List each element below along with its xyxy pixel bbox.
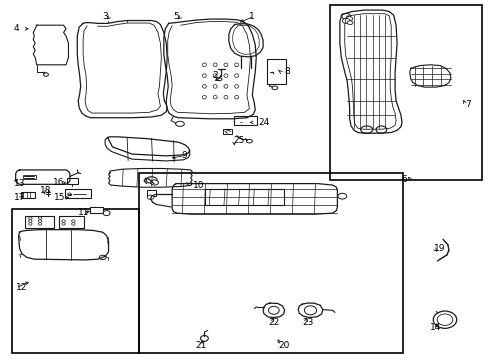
Ellipse shape: [224, 74, 227, 77]
Ellipse shape: [337, 193, 346, 199]
Bar: [23, 175, 36, 179]
Bar: [20, 192, 35, 198]
Text: 9: 9: [181, 151, 186, 160]
Ellipse shape: [345, 17, 352, 21]
Ellipse shape: [234, 85, 238, 88]
Ellipse shape: [38, 220, 42, 222]
Text: 21: 21: [195, 341, 206, 350]
Ellipse shape: [71, 220, 75, 222]
Ellipse shape: [202, 85, 206, 88]
Ellipse shape: [432, 311, 456, 328]
Bar: [329, 5, 481, 180]
Text: 2: 2: [212, 71, 218, 80]
Ellipse shape: [213, 95, 217, 99]
Ellipse shape: [304, 306, 316, 315]
Ellipse shape: [61, 220, 65, 222]
Text: 1: 1: [249, 12, 255, 21]
Text: 15: 15: [54, 194, 65, 202]
Ellipse shape: [342, 18, 349, 23]
Text: 3: 3: [102, 12, 108, 21]
Bar: [205, 189, 283, 205]
Ellipse shape: [175, 121, 184, 126]
Bar: [233, 116, 257, 125]
Ellipse shape: [213, 85, 217, 88]
Text: 8: 8: [284, 68, 290, 77]
Ellipse shape: [268, 306, 279, 314]
Text: 18: 18: [40, 186, 52, 195]
Ellipse shape: [38, 222, 42, 225]
Ellipse shape: [28, 220, 32, 222]
Bar: [64, 189, 91, 198]
Ellipse shape: [150, 180, 158, 185]
Text: 22: 22: [267, 318, 279, 327]
Text: 24: 24: [258, 118, 269, 127]
Ellipse shape: [271, 86, 277, 90]
Text: 10: 10: [193, 181, 204, 190]
Text: 25: 25: [233, 136, 244, 145]
Ellipse shape: [234, 95, 238, 99]
Ellipse shape: [360, 126, 372, 133]
Ellipse shape: [146, 177, 157, 183]
Ellipse shape: [224, 63, 227, 67]
Text: 4: 4: [14, 24, 20, 33]
Ellipse shape: [202, 63, 206, 67]
Ellipse shape: [202, 95, 206, 99]
Ellipse shape: [103, 211, 110, 216]
Ellipse shape: [246, 139, 252, 143]
Bar: [223, 129, 231, 134]
Ellipse shape: [71, 222, 75, 225]
Bar: [90, 207, 102, 213]
Text: 6: 6: [400, 175, 406, 184]
Ellipse shape: [375, 126, 386, 133]
Ellipse shape: [28, 222, 32, 225]
Bar: [12, 209, 139, 353]
Ellipse shape: [346, 21, 352, 24]
Bar: [59, 216, 84, 228]
Ellipse shape: [67, 193, 71, 196]
Text: 17: 17: [14, 194, 25, 202]
Ellipse shape: [224, 85, 227, 88]
Ellipse shape: [224, 95, 227, 99]
Bar: [139, 173, 403, 353]
Bar: [266, 59, 285, 84]
Ellipse shape: [234, 74, 238, 77]
Ellipse shape: [341, 13, 350, 19]
Ellipse shape: [436, 314, 452, 325]
Bar: [67, 178, 78, 184]
Ellipse shape: [99, 255, 106, 260]
Ellipse shape: [28, 217, 32, 219]
Ellipse shape: [43, 73, 48, 76]
Text: 7: 7: [465, 100, 470, 109]
Text: 20: 20: [278, 341, 289, 350]
Text: 11: 11: [78, 208, 90, 217]
Text: 13: 13: [14, 179, 25, 188]
Text: 16: 16: [53, 178, 64, 187]
Text: 12: 12: [16, 284, 27, 292]
Bar: [25, 216, 54, 228]
Text: 5: 5: [173, 12, 179, 21]
Text: 14: 14: [429, 323, 441, 332]
Ellipse shape: [202, 74, 206, 77]
Text: 19: 19: [433, 244, 445, 253]
Ellipse shape: [38, 217, 42, 219]
Ellipse shape: [234, 63, 238, 67]
Text: 23: 23: [302, 318, 313, 327]
Ellipse shape: [61, 222, 65, 225]
Ellipse shape: [200, 336, 208, 341]
Ellipse shape: [213, 74, 217, 77]
Ellipse shape: [147, 195, 154, 199]
Ellipse shape: [213, 63, 217, 67]
Bar: [146, 190, 156, 196]
Ellipse shape: [216, 78, 222, 81]
